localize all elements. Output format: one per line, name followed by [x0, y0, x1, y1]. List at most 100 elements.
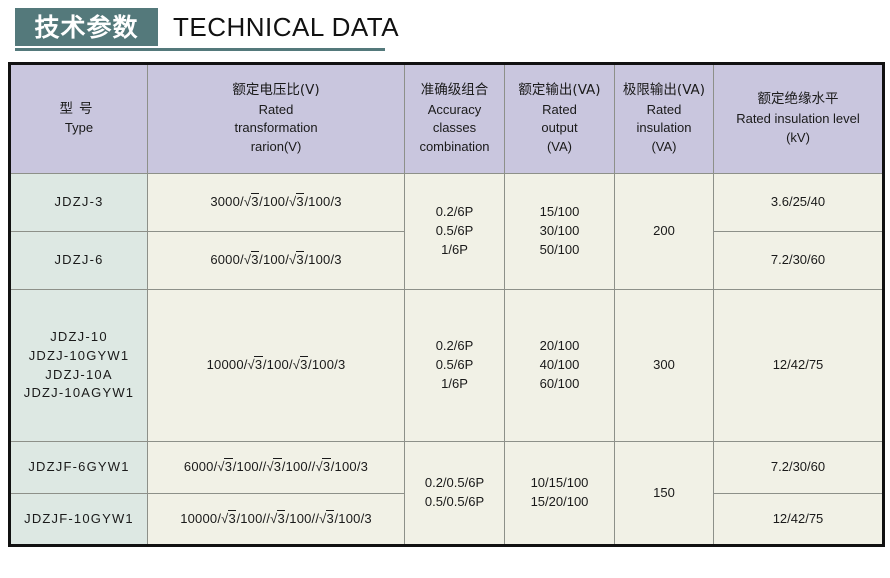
column-header-2: 准确级组合 Accuracy classes combination [404, 63, 505, 174]
rated-insulation-cell-line: 200 [653, 223, 675, 239]
column-header-4: 极限输出(VA) Rated insulation (VA) [614, 63, 714, 174]
rated-output-cell-line: 30/100 [539, 223, 580, 239]
insulation-level-cell-line: 3.6/25/40 [770, 194, 826, 210]
type-cell-line: JDZJ-10A [45, 366, 113, 382]
technical-data-table: 型号 Type 额定电压比(V) Rated transformation rarion(… [8, 62, 885, 547]
type-cell: JDZJF-10GYW1 [9, 493, 148, 546]
column-header-english: transformation [234, 120, 318, 136]
table-row: JDZJ-10 JDZJ-10GYW1 JDZJ-10A JDZJ-10AGYW1 10… [9, 289, 884, 442]
column-header-english: rarion(V) [250, 139, 302, 155]
table-header-row: 型号 Type 额定电压比(V) Rated transformation rarion(… [9, 63, 884, 174]
rated-output-cell-line: 50/100 [539, 241, 580, 257]
page-title-chinese: 技术参数 [34, 12, 139, 42]
table-row: JDZJF-10GYW1 10000/√3/100//√3/100//√3/100… [9, 493, 884, 546]
rated-transformation-ratio-cell: 10000/√3/100/√3/100/3 [147, 289, 405, 442]
accuracy-classes-cell-line: 0.2/6P [435, 338, 474, 354]
insulation-level-cell-line: 12/42/75 [772, 357, 824, 373]
column-header-chinese: 额定绝缘水平 [757, 91, 839, 108]
type-cell: JDZJF-6GYW1 [9, 441, 148, 494]
insulation-level-cell-line: 7.2/30/60 [770, 252, 826, 268]
column-header-english: (VA) [546, 139, 573, 155]
accuracy-classes-cell-line: 0.5/6P [435, 357, 474, 373]
rated-output-cell: 20/100 40/100 60/100 [504, 289, 615, 442]
column-header-english: Rated [542, 101, 577, 117]
column-header-1: 额定电压比(V) Rated transformation rarion(V) [147, 63, 405, 174]
insulation-level-cell: 3.6/25/40 [713, 173, 884, 232]
rated-output-cell-line: 40/100 [539, 357, 580, 373]
type-cell: JDZJ-3 [9, 173, 148, 232]
rated-output-cell-line: 10/15/100 [530, 475, 589, 491]
column-header-english: Type [64, 120, 94, 136]
column-header-0: 型号 Type [9, 63, 148, 174]
accuracy-classes-cell-line: 1/6P [441, 241, 468, 257]
column-header-chinese: 准确级组合 [420, 81, 489, 98]
column-header-english: (VA) [651, 139, 677, 155]
insulation-level-cell: 12/42/75 [713, 493, 884, 546]
accuracy-classes-cell-line: 0.2/6P [435, 204, 474, 220]
rated-insulation-cell-line: 150 [653, 484, 675, 500]
ratio-expression: 6000/√3/100//√3/100//√3/100/3 [183, 458, 369, 475]
rated-insulation-cell: 200 [614, 173, 714, 290]
accuracy-classes-cell: 0.2/0.5/6P 0.5/0.5/6P [404, 441, 505, 546]
column-header-chinese: 额定电压比(V) [232, 81, 320, 98]
column-header-chinese: 型号 [59, 100, 99, 117]
column-header-english: Rated [258, 101, 294, 117]
type-cell: JDZJ-10 JDZJ-10GYW1 JDZJ-10A JDZJ-10AGYW1 [9, 289, 148, 442]
page-title-bar: 技术参数 TECHNICAL DATA [10, 8, 880, 51]
rated-transformation-ratio-cell: 6000/√3/100/√3/100/3 [147, 231, 405, 290]
column-header-chinese: 额定输出(VA) [518, 81, 601, 98]
rated-transformation-ratio-cell: 3000/√3/100/√3/100/3 [147, 173, 405, 232]
table-row: JDZJ-3 3000/√3/100/√3/100/3 0.2/6P 0.5/6P 1/… [9, 173, 884, 290]
accuracy-classes-cell-line: 0.2/0.5/6P [424, 475, 485, 491]
insulation-level-cell: 7.2/30/60 [713, 441, 884, 494]
type-cell-line: JDZJ-10 [50, 328, 108, 344]
type-cell-line: JDZJ-3 [54, 194, 104, 210]
column-header-english: combination [419, 139, 490, 155]
ratio-expression: 6000/√3/100/√3/100/3 [210, 251, 342, 268]
rated-output-cell: 10/15/100 15/20/100 [504, 441, 615, 546]
table-row: JDZJF-6GYW1 6000/√3/100//√3/100//√3/100/3… [9, 441, 884, 546]
type-cell-line: JDZJF-10GYW1 [24, 510, 134, 526]
ratio-expression: 3000/√3/100/√3/100/3 [210, 193, 342, 210]
rated-transformation-ratio-cell: 6000/√3/100//√3/100//√3/100/3 [147, 441, 405, 494]
column-header-english: Accuracy [427, 101, 482, 117]
insulation-level-cell-line: 12/42/75 [772, 510, 824, 526]
title-chinese-block: 技术参数 [15, 8, 158, 46]
column-header-english: (kV) [786, 129, 810, 145]
type-cell-line: JDZJ-10GYW1 [28, 347, 130, 363]
type-cell-line: JDZJ-10AGYW1 [23, 385, 135, 401]
rated-insulation-cell: 150 [614, 441, 714, 546]
rated-transformation-ratio-cell: 10000/√3/100//√3/100//√3/100/3 [147, 493, 405, 546]
column-header-english: Rated insulation level [736, 110, 860, 126]
table-header: 型号 Type 额定电压比(V) Rated transformation rarion(… [9, 63, 884, 174]
column-header-english: output [541, 120, 578, 136]
insulation-level-cell: 12/42/75 [713, 289, 884, 442]
column-header-chinese: 极限输出(VA) [622, 81, 706, 98]
accuracy-classes-cell: 0.2/6P 0.5/6P 1/6P [404, 289, 505, 442]
column-header-english: insulation [636, 120, 692, 136]
rated-output-cell-line: 20/100 [539, 338, 580, 354]
page-title-english: TECHNICAL DATA [173, 12, 400, 42]
type-cell-line: JDZJ-6 [54, 252, 104, 268]
column-header-5: 额定绝缘水平 Rated insulation level (kV) [713, 63, 884, 174]
title-underline-rule [15, 48, 385, 51]
rated-insulation-cell: 300 [614, 289, 714, 442]
insulation-level-cell: 7.2/30/60 [713, 231, 884, 290]
type-cell-line: JDZJF-6GYW1 [28, 459, 130, 475]
table-row: JDZJ-6 6000/√3/100/√3/100/3 7.2/30/60 [9, 231, 884, 290]
table-body: JDZJ-3 3000/√3/100/√3/100/3 0.2/6P 0.5/6P 1/… [9, 173, 884, 546]
insulation-level-cell-line: 7.2/30/60 [770, 459, 826, 475]
accuracy-classes-cell-line: 0.5/0.5/6P [424, 494, 485, 509]
rated-output-cell-line: 60/100 [539, 375, 580, 391]
rated-output-cell-line: 15/20/100 [530, 494, 589, 509]
column-header-english: classes [432, 120, 477, 136]
accuracy-classes-cell-line: 0.5/6P [435, 223, 474, 239]
ratio-expression: 10000/√3/100//√3/100//√3/100/3 [180, 509, 372, 526]
column-header-3: 额定输出(VA) Rated output (VA) [504, 63, 615, 174]
rated-output-cell-line: 15/100 [539, 204, 580, 220]
rated-insulation-cell-line: 300 [653, 357, 675, 373]
column-header-english: Rated [646, 101, 682, 117]
ratio-expression: 10000/√3/100/√3/100/3 [206, 356, 346, 373]
accuracy-classes-cell: 0.2/6P 0.5/6P 1/6P [404, 173, 505, 290]
accuracy-classes-cell-line: 1/6P [441, 375, 468, 391]
